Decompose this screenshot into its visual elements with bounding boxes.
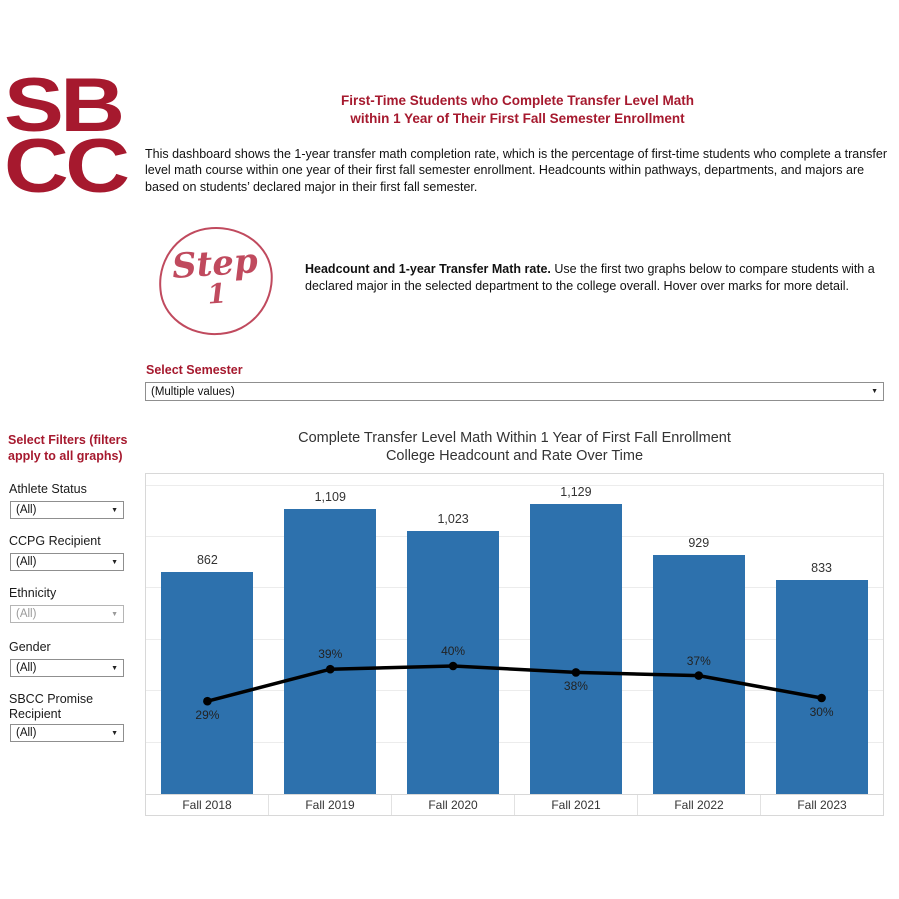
chevron-down-icon: ▼ bbox=[111, 664, 118, 672]
bar-value-label: 833 bbox=[811, 560, 832, 575]
bar-value-label: 1,109 bbox=[314, 489, 346, 504]
rate-point[interactable] bbox=[448, 661, 458, 671]
filter-label-ethnicity: Ethnicity bbox=[9, 586, 57, 600]
chevron-down-icon: ▼ bbox=[111, 610, 118, 618]
rate-line bbox=[206, 664, 822, 703]
headcount-bar[interactable] bbox=[284, 508, 377, 794]
gridline bbox=[146, 484, 883, 486]
rate-value-label: 38% bbox=[563, 679, 588, 694]
bar-value-label: 1,023 bbox=[437, 512, 469, 527]
ccpg-recipient-value: (All) bbox=[16, 556, 37, 568]
chart-title: Complete Transfer Level Math Within 1 Ye… bbox=[145, 429, 884, 465]
step-instructions-body: Use the first two graphs below to compar… bbox=[305, 262, 875, 293]
step-instructions-bold: Headcount and 1-year Transfer Math rate. bbox=[305, 262, 551, 276]
sbcc-promise-value: (All) bbox=[16, 727, 37, 739]
page-title: First-Time Students who Complete Transfe… bbox=[145, 92, 890, 128]
chevron-down-icon: ▼ bbox=[111, 558, 118, 566]
ccpg-recipient-dropdown[interactable]: (All) ▼ bbox=[10, 553, 124, 571]
rate-point[interactable] bbox=[817, 693, 826, 703]
headcount-bar[interactable] bbox=[529, 503, 622, 794]
select-filters-heading: Select Filters (filters apply to all gra… bbox=[8, 433, 128, 463]
filter-label-sbcc-promise: SBCC Promise Recipient bbox=[9, 692, 94, 721]
ethnicity-value: (All) bbox=[16, 608, 37, 620]
rate-point[interactable] bbox=[325, 664, 335, 674]
page-title-line-2: within 1 Year of Their First Fall Semest… bbox=[350, 111, 685, 127]
rate-value-label: 40% bbox=[441, 644, 466, 658]
plot-area: 862 1,109 1,023 1,129 929 833 29% 39% 40% 38% 37% 3… bbox=[146, 474, 883, 794]
gridline bbox=[146, 587, 883, 589]
headcount-bar[interactable] bbox=[775, 579, 868, 794]
rate-value-label: 37% bbox=[686, 653, 711, 668]
rate-line-chart bbox=[203, 661, 826, 706]
sbcc-logo: SB CC bbox=[4, 63, 130, 209]
x-axis-label: Fall 2018 bbox=[146, 795, 269, 815]
headcount-rate-chart: 862 1,109 1,023 1,129 929 833 29% 39% 40% 38% 37% 3… bbox=[145, 473, 884, 816]
rate-point[interactable] bbox=[571, 668, 581, 677]
rate-value-label: 29% bbox=[195, 708, 220, 723]
page-title-line-1: First-Time Students who Complete Transfe… bbox=[340, 93, 695, 108]
x-axis: Fall 2018 Fall 2019 Fall 2020 Fall 2021 Fall… bbox=[146, 794, 883, 815]
semester-dropdown[interactable]: (Multiple values) ▼ bbox=[145, 382, 884, 401]
athlete-status-value: (All) bbox=[16, 504, 37, 516]
chart-title-line-1: Complete Transfer Level Math Within 1 Ye… bbox=[298, 430, 731, 446]
athlete-status-dropdown[interactable]: (All) ▼ bbox=[10, 501, 124, 519]
rate-point[interactable] bbox=[203, 696, 212, 706]
x-axis-label: Fall 2021 bbox=[515, 795, 638, 815]
logo-line-2: CC bbox=[4, 123, 130, 209]
x-axis-label: Fall 2019 bbox=[269, 795, 392, 815]
x-axis-label: Fall 2022 bbox=[638, 795, 761, 815]
chevron-down-icon: ▼ bbox=[871, 388, 878, 395]
gridline bbox=[146, 638, 883, 640]
bar-value-label: 1,129 bbox=[560, 484, 592, 499]
dashboard-description: This dashboard shows the 1-year transfer… bbox=[145, 147, 888, 194]
semester-dropdown-value: (Multiple values) bbox=[151, 385, 235, 398]
gridline bbox=[146, 690, 883, 692]
filter-label-ccpg-recipient: CCPG Recipient bbox=[9, 534, 101, 548]
chart-title-line-2: College Headcount and Rate Over Time bbox=[385, 448, 644, 465]
filter-label-athlete-status: Athlete Status bbox=[9, 482, 87, 496]
gridline bbox=[146, 741, 883, 743]
filter-label-gender: Gender bbox=[9, 640, 51, 654]
rate-point[interactable] bbox=[694, 671, 704, 680]
step-1-badge-icon: Step 1 bbox=[155, 223, 277, 339]
select-semester-label: Select Semester bbox=[146, 363, 243, 377]
bar-value-label: 929 bbox=[688, 536, 710, 551]
x-axis-label: Fall 2020 bbox=[392, 795, 515, 815]
rate-value-label: 39% bbox=[318, 647, 343, 662]
headcount-bar[interactable] bbox=[161, 572, 254, 794]
sbcc-promise-dropdown[interactable]: (All) ▼ bbox=[10, 724, 124, 742]
logo-line-1: SB bbox=[4, 63, 125, 148]
gender-dropdown[interactable]: (All) ▼ bbox=[10, 659, 124, 677]
ethnicity-dropdown[interactable]: (All) ▼ bbox=[10, 605, 124, 623]
bar-value-label: 862 bbox=[196, 553, 218, 568]
step-instructions: Headcount and 1-year Transfer Math rate.… bbox=[305, 261, 883, 294]
x-axis-label: Fall 2023 bbox=[797, 798, 847, 812]
chevron-down-icon: ▼ bbox=[111, 506, 118, 514]
chevron-down-icon: ▼ bbox=[111, 729, 118, 737]
gridline bbox=[146, 535, 883, 537]
rate-value-label: 30% bbox=[809, 705, 834, 719]
gender-value: (All) bbox=[16, 662, 37, 674]
